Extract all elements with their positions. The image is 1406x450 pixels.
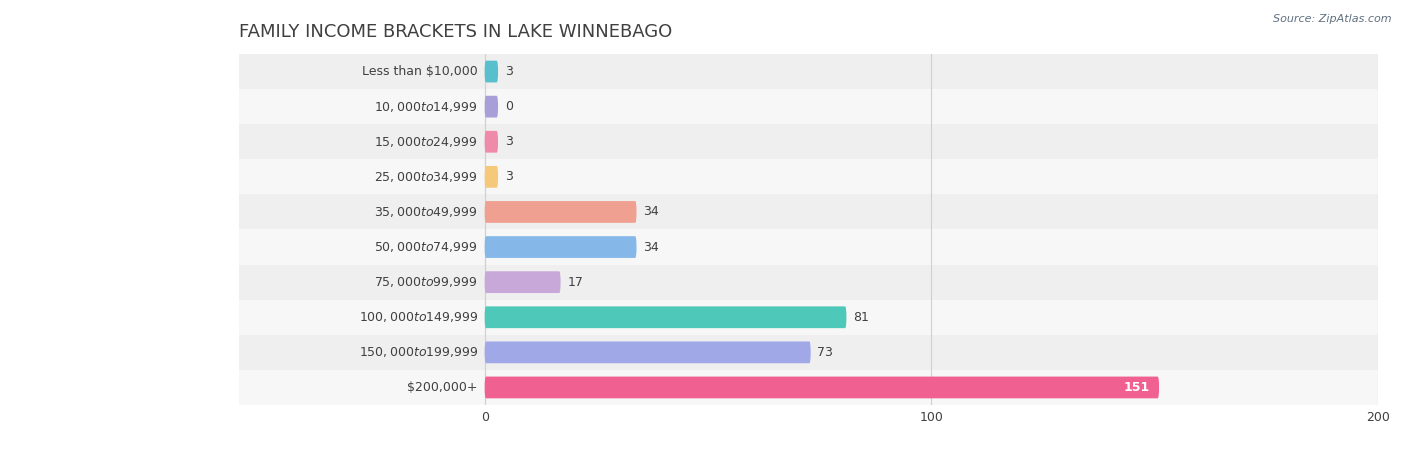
FancyBboxPatch shape	[485, 377, 1159, 398]
Bar	[239, 265, 1378, 300]
Text: Source: ZipAtlas.com: Source: ZipAtlas.com	[1274, 14, 1392, 23]
Text: $100,000 to $149,999: $100,000 to $149,999	[359, 310, 478, 324]
Text: $35,000 to $49,999: $35,000 to $49,999	[374, 205, 478, 219]
Bar	[239, 300, 1378, 335]
Text: $15,000 to $24,999: $15,000 to $24,999	[374, 135, 478, 149]
Text: $75,000 to $99,999: $75,000 to $99,999	[374, 275, 478, 289]
Text: 73: 73	[817, 346, 834, 359]
FancyBboxPatch shape	[485, 306, 846, 328]
FancyBboxPatch shape	[485, 342, 811, 363]
Text: $50,000 to $74,999: $50,000 to $74,999	[374, 240, 478, 254]
Bar	[239, 54, 1378, 89]
Text: $150,000 to $199,999: $150,000 to $199,999	[359, 345, 478, 360]
Bar	[239, 405, 485, 427]
FancyBboxPatch shape	[485, 61, 498, 82]
Bar	[239, 159, 1378, 194]
Text: $10,000 to $14,999: $10,000 to $14,999	[374, 99, 478, 114]
FancyBboxPatch shape	[485, 131, 498, 153]
Text: 17: 17	[567, 276, 583, 288]
FancyBboxPatch shape	[485, 166, 498, 188]
Text: 34: 34	[643, 206, 659, 218]
Text: 151: 151	[1123, 381, 1150, 394]
Text: $25,000 to $34,999: $25,000 to $34,999	[374, 170, 478, 184]
Text: 3: 3	[505, 65, 513, 78]
Bar	[239, 335, 1378, 370]
FancyBboxPatch shape	[485, 201, 637, 223]
Bar	[239, 194, 1378, 230]
FancyBboxPatch shape	[485, 271, 561, 293]
Text: 0: 0	[505, 100, 513, 113]
Text: FAMILY INCOME BRACKETS IN LAKE WINNEBAGO: FAMILY INCOME BRACKETS IN LAKE WINNEBAGO	[239, 23, 672, 41]
Text: Less than $10,000: Less than $10,000	[363, 65, 478, 78]
Bar	[239, 370, 1378, 405]
Text: 81: 81	[853, 311, 869, 324]
Bar	[239, 89, 1378, 124]
Bar	[239, 230, 1378, 265]
Text: 34: 34	[643, 241, 659, 253]
Text: $200,000+: $200,000+	[408, 381, 478, 394]
Text: 3: 3	[505, 135, 513, 148]
FancyBboxPatch shape	[485, 236, 637, 258]
Text: 3: 3	[505, 171, 513, 183]
FancyBboxPatch shape	[485, 96, 498, 117]
Bar	[239, 124, 1378, 159]
